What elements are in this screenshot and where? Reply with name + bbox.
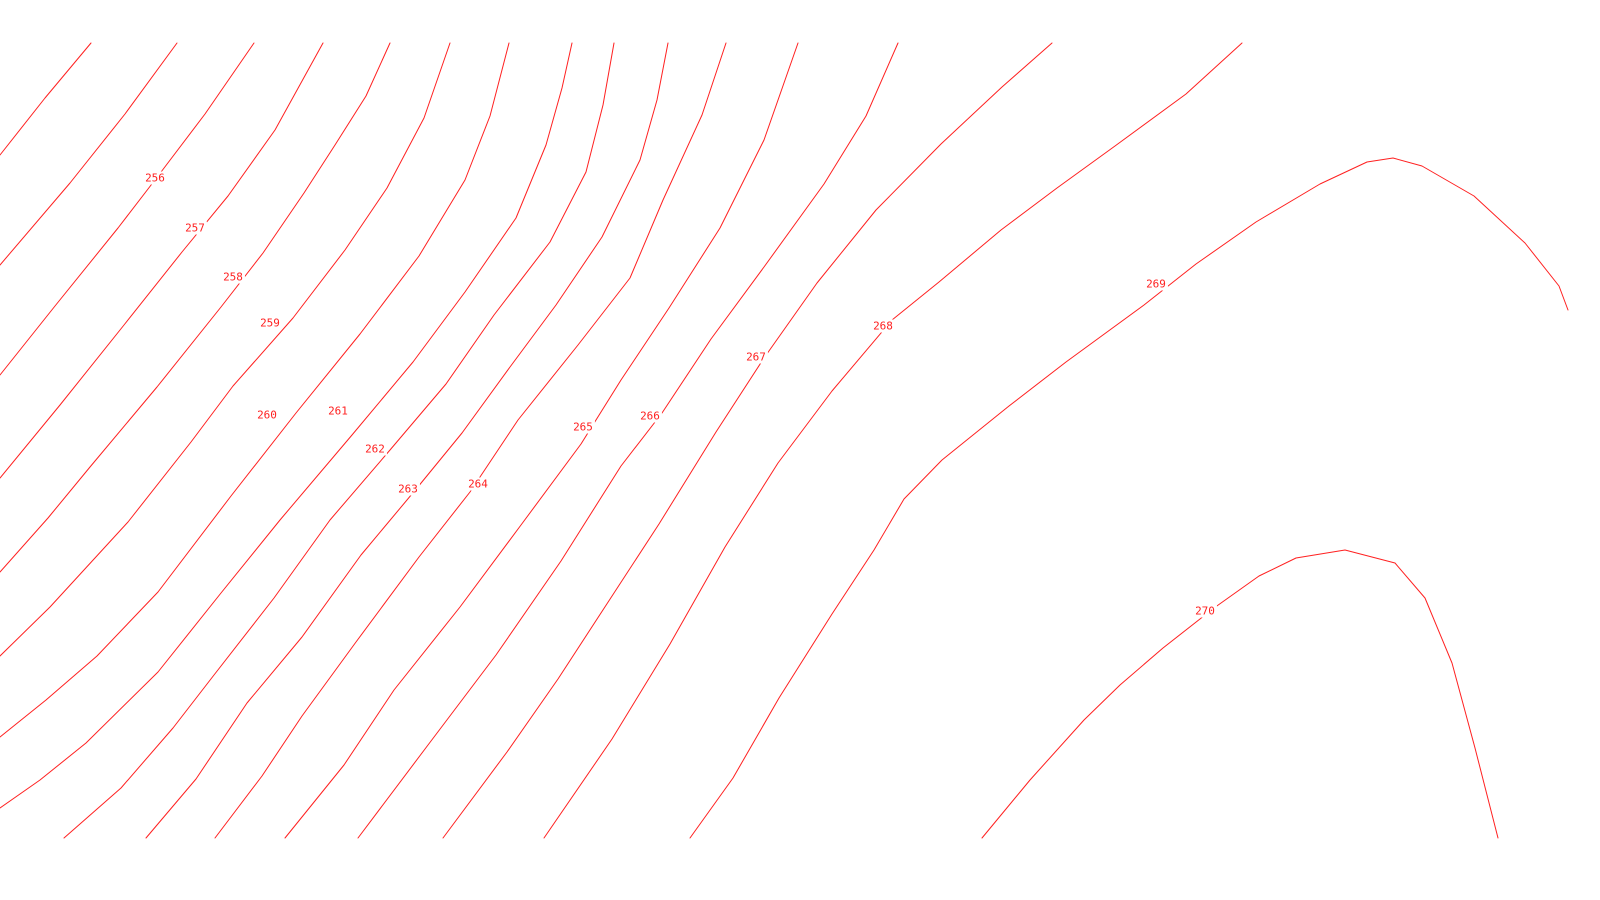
contour-label: 270 <box>1195 605 1215 618</box>
contour-line <box>214 42 727 839</box>
label-knockout <box>326 404 350 418</box>
contour-label: 258 <box>223 271 243 284</box>
contour-line <box>0 42 324 479</box>
contour-label: 257 <box>185 222 205 235</box>
contour-label: 265 <box>573 421 593 434</box>
contour-label: 259 <box>260 317 280 330</box>
contour-label: 261 <box>328 405 348 418</box>
label-knockout <box>1144 277 1168 291</box>
contour-line <box>0 42 391 573</box>
contour-label: 262 <box>365 443 385 456</box>
contour-label: 268 <box>873 320 893 333</box>
contour-line <box>442 42 1053 839</box>
contour-line <box>0 42 573 809</box>
contour-line <box>357 42 899 839</box>
contour-label: 269 <box>1146 278 1166 291</box>
label-knockout <box>1193 604 1217 618</box>
contour-line <box>0 42 255 376</box>
contour-line <box>0 42 92 156</box>
contour-label: 263 <box>398 483 418 496</box>
label-knockout <box>221 270 245 284</box>
label-knockout <box>466 477 491 491</box>
contour-line <box>63 42 615 839</box>
label-knockout <box>363 442 387 456</box>
contour-line <box>543 42 1243 839</box>
contour-line <box>0 42 510 738</box>
label-knockout <box>183 221 207 235</box>
contour-label: 264 <box>468 478 488 491</box>
label-knockout <box>871 319 895 333</box>
contour-label: 260 <box>257 409 277 422</box>
contour-line <box>689 157 1569 839</box>
contour-labels: 256 257 258 259 260 261 262 263 264 265 … <box>143 171 1217 618</box>
label-knockout <box>396 482 420 496</box>
label-knockout <box>638 409 662 423</box>
label-knockout <box>744 350 768 364</box>
contour-line <box>0 42 178 266</box>
contour-line <box>284 42 799 839</box>
label-knockout <box>255 408 279 422</box>
label-knockout <box>143 171 167 185</box>
contour-line <box>0 42 451 657</box>
contour-label: 256 <box>145 172 165 185</box>
label-knockout <box>571 420 595 434</box>
contour-line <box>145 42 669 839</box>
label-knockout <box>258 316 282 330</box>
contour-lines <box>0 42 1569 839</box>
contour-label: 267 <box>746 351 766 364</box>
contour-label: 266 <box>640 410 660 423</box>
contour-line <box>981 549 1499 839</box>
